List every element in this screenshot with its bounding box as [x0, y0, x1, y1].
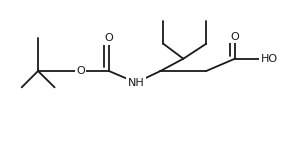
Text: O: O [76, 66, 85, 76]
Text: NH: NH [128, 78, 145, 88]
Text: HO: HO [260, 54, 278, 64]
Text: O: O [105, 33, 113, 43]
Text: O: O [230, 32, 239, 42]
